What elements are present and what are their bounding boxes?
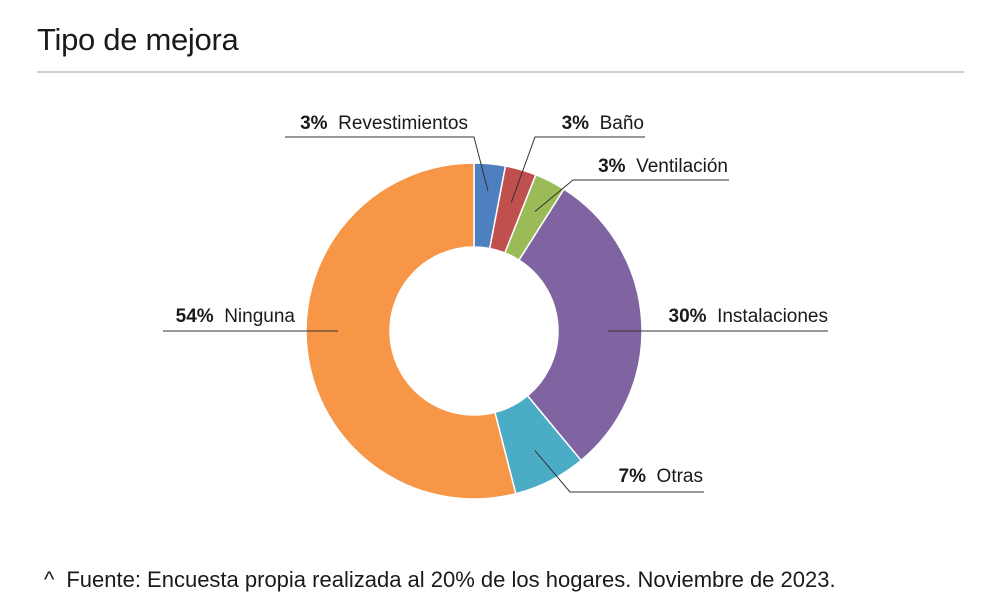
chart-title: Tipo de mejora [37, 22, 239, 57]
label-value-revestimientos: 3% [300, 113, 328, 134]
label-category-instalaciones: Instalaciones [707, 306, 828, 327]
label-value-ninguna: 54% [176, 306, 214, 327]
footnote: ^ Fuente: Encuesta propia realizada al 20… [44, 567, 836, 593]
leader-line-revestimientos [285, 136, 489, 192]
slice-ninguna [305, 162, 517, 500]
label-category-bano: Baño [589, 113, 644, 134]
label-value-bano: 3% [562, 113, 590, 134]
label-value-instalaciones: 30% [669, 306, 707, 327]
leader-line-bano [510, 136, 645, 203]
label-ninguna: 54% Ninguna [176, 306, 296, 327]
label-value-otras: 7% [619, 466, 647, 487]
label-category-revestimientos: Revestimientos [328, 113, 468, 134]
label-value-ventilacion: 3% [598, 156, 626, 177]
label-category-otras: Otras [646, 466, 703, 487]
footnote-text: Fuente: Encuesta propia realizada al 20%… [66, 567, 836, 592]
label-bano: 3% Baño [562, 113, 644, 134]
title-divider [37, 71, 964, 73]
leader-lines-group [163, 136, 828, 493]
leader-line-otras [534, 450, 704, 493]
label-instalaciones: 30% Instalaciones [669, 306, 829, 327]
label-category-ventilacion: Ventilación [626, 156, 728, 177]
label-revestimientos: 3% Revestimientos [300, 113, 468, 134]
label-otras: 7% Otras [619, 466, 703, 487]
footnote-marker: ^ [44, 567, 55, 592]
leader-line-ventilacion [534, 179, 729, 212]
label-category-ninguna: Ninguna [214, 306, 296, 327]
slices-group [305, 162, 643, 500]
slice-instalaciones [517, 188, 643, 462]
label-ventilacion: 3% Ventilación [598, 156, 728, 177]
